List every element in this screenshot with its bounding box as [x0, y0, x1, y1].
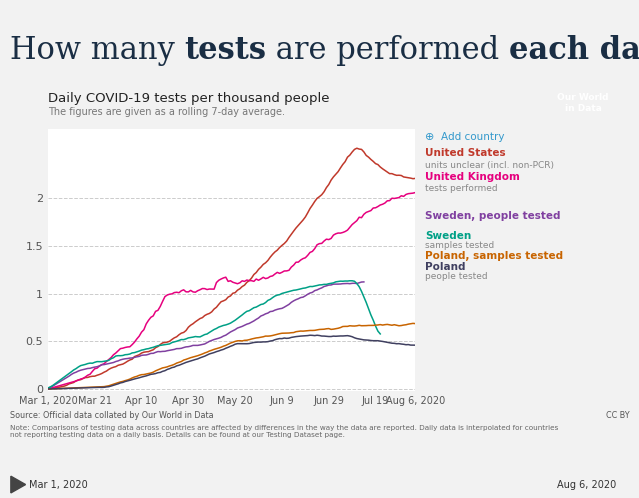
Text: Sweden, people tested: Sweden, people tested — [425, 211, 560, 221]
Text: Mar 1, 2020: Mar 1, 2020 — [29, 480, 88, 490]
Text: Source: Official data collated by Our World in Data: Source: Official data collated by Our Wo… — [10, 411, 213, 420]
Text: Sweden: Sweden — [425, 231, 471, 241]
Text: are performed: are performed — [266, 35, 509, 66]
Text: Add country: Add country — [441, 132, 504, 142]
Text: tests: tests — [184, 35, 266, 66]
Text: CC BY: CC BY — [606, 411, 629, 420]
Text: units unclear (incl. non-PCR): units unclear (incl. non-PCR) — [425, 161, 554, 170]
Text: Poland: Poland — [425, 262, 465, 272]
Text: each day: each day — [509, 35, 639, 66]
Text: Our World: Our World — [557, 93, 609, 102]
Text: Daily COVID-19 tests per thousand people: Daily COVID-19 tests per thousand people — [48, 92, 330, 105]
Text: How many: How many — [10, 35, 184, 66]
Text: tests performed: tests performed — [425, 184, 498, 193]
Text: The figures are given as a rolling 7-day average.: The figures are given as a rolling 7-day… — [48, 107, 285, 117]
Polygon shape — [11, 476, 26, 493]
Text: people tested: people tested — [425, 272, 488, 281]
Text: samples tested: samples tested — [425, 241, 494, 250]
Text: ⊕: ⊕ — [425, 132, 438, 142]
Text: United Kingdom: United Kingdom — [425, 172, 520, 182]
Text: United States: United States — [425, 148, 505, 158]
Text: Poland, samples tested: Poland, samples tested — [425, 251, 563, 261]
Text: Note: Comparisons of testing data across countries are affected by differences i: Note: Comparisons of testing data across… — [10, 425, 558, 438]
Text: in Data: in Data — [565, 105, 601, 114]
Text: Aug 6, 2020: Aug 6, 2020 — [557, 480, 617, 490]
